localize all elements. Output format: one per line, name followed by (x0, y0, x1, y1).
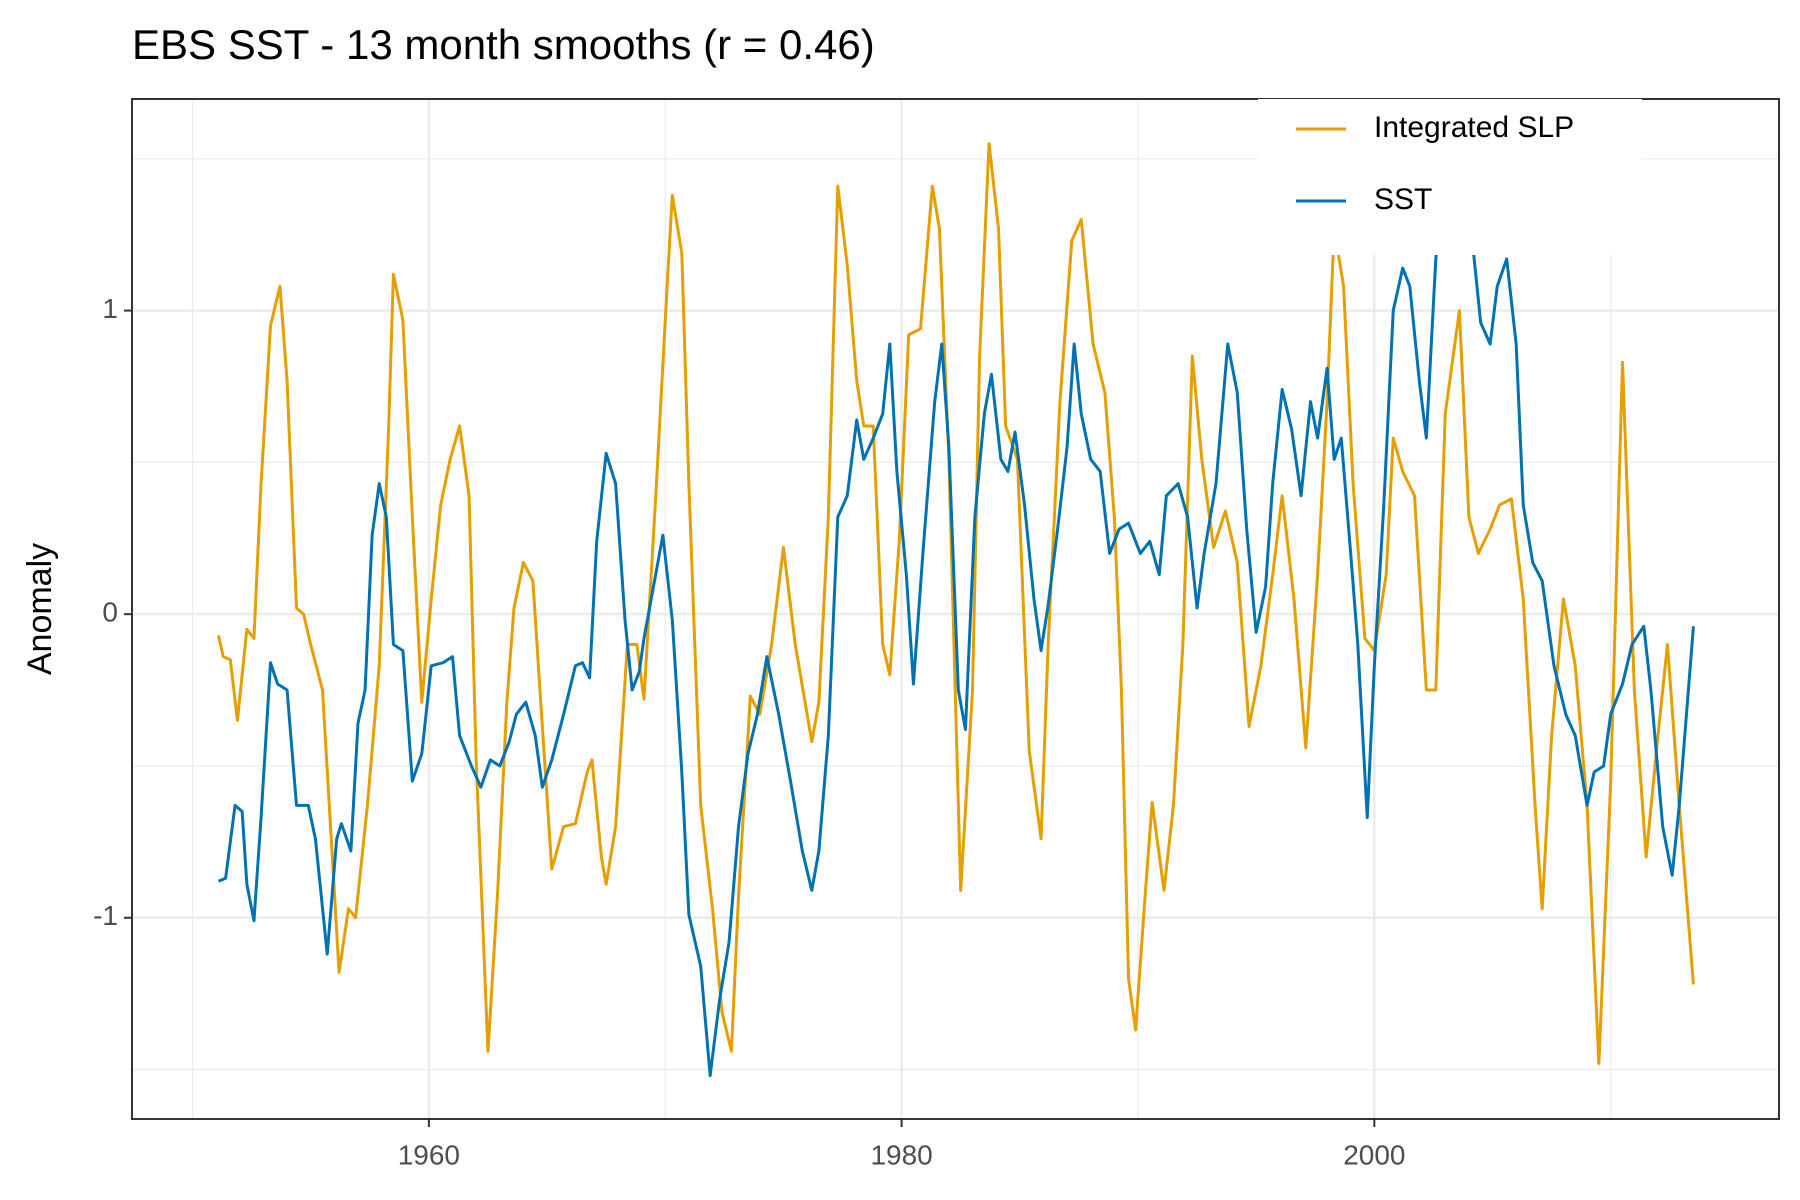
y-tick-label: -1 (93, 900, 118, 931)
y-tick-label: 1 (102, 293, 118, 324)
series-line (217, 136, 1695, 1078)
legend-label: Integrated SLP (1374, 111, 1574, 144)
lines (217, 136, 1695, 1078)
y-tick-label: 0 (102, 597, 118, 628)
chart-title: EBS SST - 13 month smooths (r = 0.46) (132, 21, 875, 68)
legend: Integrated SLP SST (1258, 99, 1642, 255)
legend-box (1258, 99, 1642, 255)
plot-border (131, 98, 1780, 1120)
series-line (217, 142, 1695, 1065)
x-tick-label: 1980 (870, 1139, 932, 1170)
legend-label: SST (1374, 183, 1432, 216)
x-tick-label: 2000 (1343, 1139, 1405, 1170)
x-tick-label: 1960 (398, 1139, 460, 1170)
axes: 1960 1980 2000 -1 0 1 (93, 293, 1405, 1170)
y-axis-title: Anomaly (21, 543, 59, 675)
